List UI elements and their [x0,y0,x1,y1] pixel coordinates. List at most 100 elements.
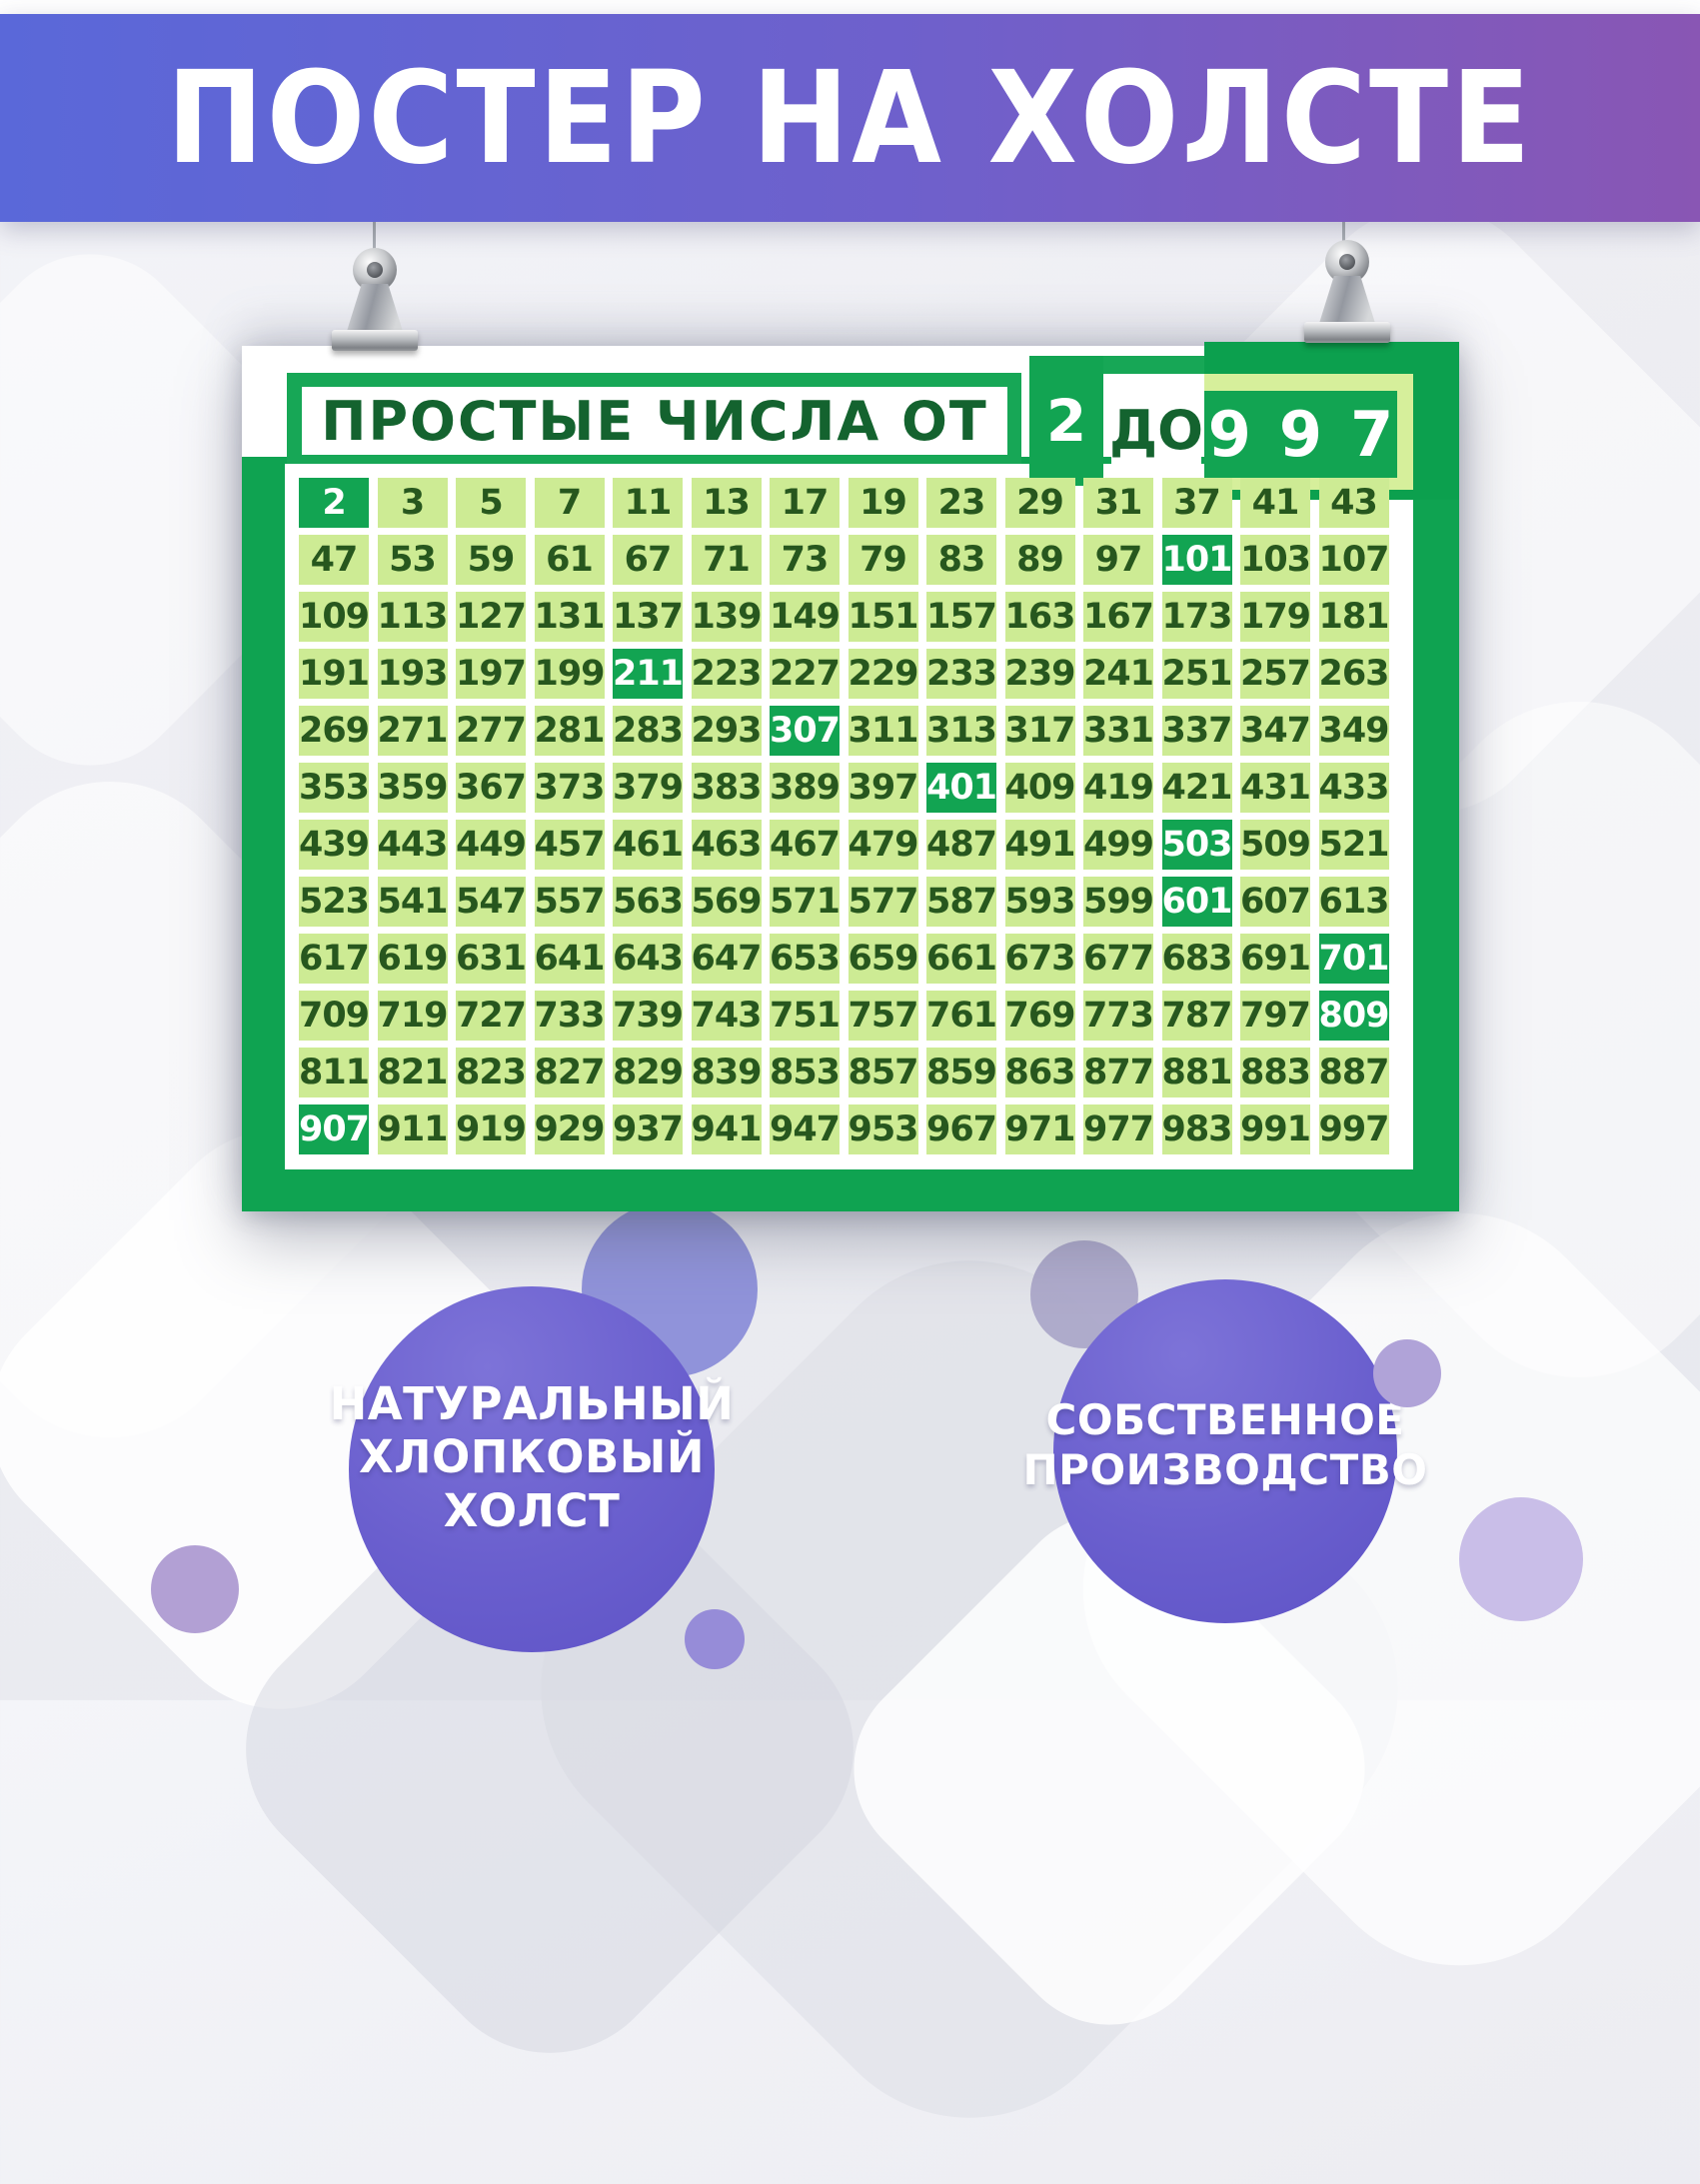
prime-cell: 593 [1004,877,1076,927]
prime-cell: 11 [613,478,683,528]
prime-cell: 773 [1083,991,1154,1041]
decorative-circle [1373,1339,1441,1407]
range-to-box: 997 [1204,391,1397,478]
prime-cell: 839 [691,1048,763,1097]
range-from-box: 2 [1029,356,1103,486]
prime-cell: 983 [1161,1104,1233,1154]
prime-cell: 17 [770,478,840,528]
prime-cell: 179 [1240,592,1311,642]
prime-cell: 7 [534,478,605,528]
prime-cell: 233 [926,649,997,699]
prime-cell: 719 [377,991,449,1041]
prime-cell: 71 [691,535,762,585]
prime-cell: 769 [1004,991,1076,1041]
prime-cell: 739 [613,991,684,1041]
prime-cell: 463 [691,820,763,870]
prime-cell: 523 [299,877,370,927]
prime-cell: 2 [299,478,369,528]
prime-cell: 641 [534,934,606,984]
poster-title: ПРОСТЫЕ ЧИСЛА ОТ [321,389,988,453]
prime-cell: 283 [613,706,684,756]
prime-cell: 997 [1318,1104,1390,1154]
prime-cell: 181 [1318,592,1390,642]
prime-cell: 607 [1240,877,1311,927]
prime-cell: 733 [534,991,606,1041]
prime-cell: 659 [848,934,919,984]
prime-cell: 277 [456,706,527,756]
prime-cell: 911 [377,1104,449,1154]
prime-cell: 563 [613,877,684,927]
prime-cell: 661 [926,934,997,984]
prime-cell: 409 [1004,763,1076,813]
prime-cell: 151 [848,592,919,642]
prime-cell: 307 [770,706,841,756]
prime-cell: 443 [377,820,449,870]
prime-cell: 941 [691,1104,763,1154]
badge-line: СОБСТВЕННОЕ [1045,1394,1405,1444]
prime-cell: 683 [1161,934,1233,984]
prime-cell: 601 [1161,877,1233,927]
prime-cell: 163 [1004,592,1076,642]
prime-cell: 61 [534,535,605,585]
prime-cell: 211 [613,649,684,699]
prime-cell: 97 [1083,535,1153,585]
prime-cell: 509 [1240,820,1311,870]
binder-clip-left-icon [329,246,421,352]
prime-cell: 139 [691,592,763,642]
prime-cell: 397 [848,763,919,813]
prime-cell: 727 [456,991,527,1041]
prime-cell: 3 [377,478,448,528]
prime-cell: 751 [770,991,841,1041]
prime-cell: 647 [691,934,763,984]
prime-cell: 643 [613,934,684,984]
prime-cell: 859 [926,1048,997,1097]
badge-natural-canvas: НАТУРАЛЬНЫЙ ХЛОПКОВЫЙ ХОЛСТ [330,1286,734,1652]
top-banner: ПОСТЕР НА ХОЛСТЕ [0,14,1700,222]
prime-cell: 467 [770,820,841,870]
prime-cell: 239 [1004,649,1076,699]
prime-cell: 269 [299,706,370,756]
prime-cell: 557 [534,877,606,927]
prime-cell: 571 [770,877,841,927]
range-to-value: 997 [1207,398,1422,471]
prime-cell: 311 [848,706,919,756]
prime-cell: 331 [1083,706,1154,756]
prime-cell: 127 [456,592,527,642]
prime-cell: 433 [1318,763,1390,813]
prime-cell: 149 [770,592,841,642]
prime-cell: 479 [848,820,919,870]
prime-cell: 271 [377,706,449,756]
badge-own-production: СОБСТВЕННОЕ ПРОИЗВОДСТВО [1023,1279,1427,1623]
prime-cell: 173 [1161,592,1233,642]
prime-cell: 109 [299,592,370,642]
prime-cell: 887 [1318,1048,1390,1097]
prime-cell: 347 [1240,706,1311,756]
prime-cell: 881 [1161,1048,1233,1097]
prime-cell: 439 [299,820,370,870]
prime-cell: 709 [299,991,370,1041]
prime-cell: 877 [1083,1048,1154,1097]
prime-cell: 499 [1083,820,1154,870]
prime-cell: 41 [1240,478,1310,528]
prime-cell: 281 [534,706,606,756]
prime-cell: 449 [456,820,527,870]
prime-cell: 199 [534,649,606,699]
prime-cell: 193 [377,649,449,699]
prime-cell: 577 [848,877,919,927]
prime-cell: 853 [770,1048,841,1097]
binder-clip-right-icon [1301,238,1393,344]
prime-cell: 617 [299,934,370,984]
prime-cell: 653 [770,934,841,984]
prime-cell: 227 [770,649,841,699]
prime-cell: 811 [299,1048,370,1097]
prime-cell: 971 [1004,1104,1076,1154]
prime-cell: 37 [1161,478,1232,528]
prime-cell: 907 [299,1104,370,1154]
prime-cell: 929 [534,1104,606,1154]
prime-cell: 373 [534,763,606,813]
prime-cell: 761 [926,991,997,1041]
prime-cell: 431 [1240,763,1311,813]
prime-cell: 691 [1240,934,1311,984]
hanging-string-left [373,222,376,264]
prime-cell: 5 [456,478,526,528]
